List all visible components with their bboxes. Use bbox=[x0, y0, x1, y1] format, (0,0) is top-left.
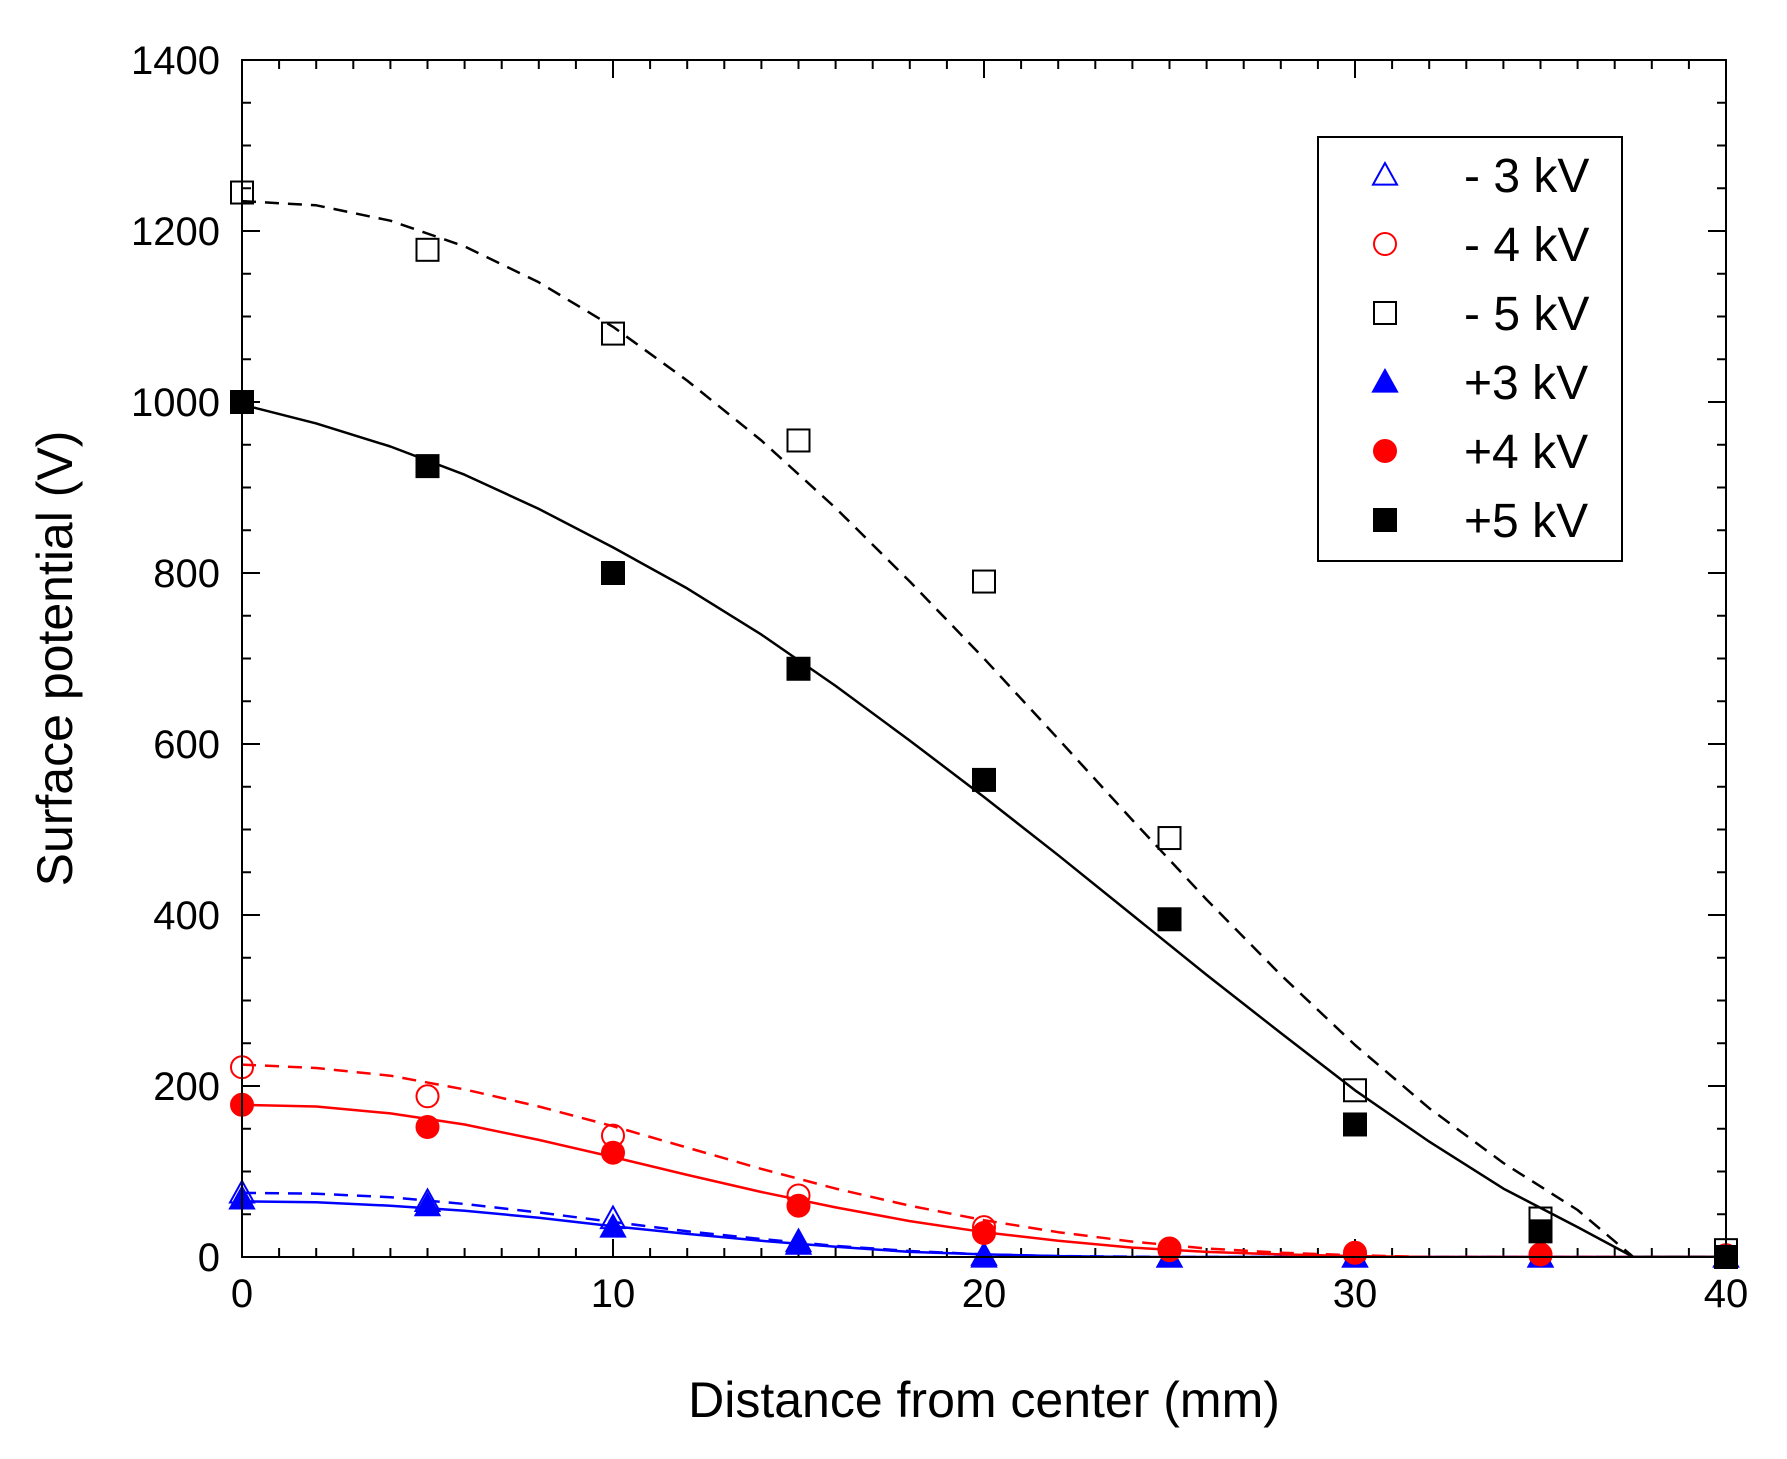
data-point-series-3 bbox=[601, 321, 625, 346]
data-point-series-4 bbox=[970, 1241, 998, 1266]
data-point-series-5 bbox=[415, 1115, 440, 1140]
y-tick-label: 1200 bbox=[131, 210, 220, 254]
data-point-series-6 bbox=[972, 767, 996, 792]
legend-label: - 5 kV bbox=[1464, 288, 1589, 341]
fit-line-series-5 bbox=[242, 1103, 1726, 1257]
data-point-series-5 bbox=[972, 1221, 996, 1246]
legend-label: - 4 kV bbox=[1464, 219, 1589, 272]
legend-marker bbox=[1373, 301, 1397, 325]
data-point-series-5 bbox=[601, 1140, 625, 1165]
x-tick-label: 20 bbox=[962, 1272, 1007, 1316]
data-point-series-3 bbox=[786, 428, 811, 453]
legend-marker bbox=[1371, 160, 1399, 186]
data-point-series-3 bbox=[1343, 1078, 1367, 1103]
y-axis-title: Surface potential (V) bbox=[27, 431, 83, 887]
y-tick-label: 200 bbox=[153, 1065, 220, 1109]
x-tick-label: 10 bbox=[591, 1272, 636, 1316]
data-point-series-4 bbox=[413, 1191, 442, 1217]
y-tick-label: 600 bbox=[153, 723, 220, 767]
legend-marker bbox=[1371, 367, 1399, 393]
legend-label: +5 kV bbox=[1464, 495, 1588, 548]
data-point-series-5 bbox=[1343, 1240, 1367, 1265]
data-point-series-6 bbox=[1528, 1219, 1553, 1244]
data-point-series-2 bbox=[415, 1084, 440, 1109]
fit-line-series-2 bbox=[242, 1063, 1726, 1257]
data-point-series-5 bbox=[1528, 1242, 1553, 1267]
fit-line-series-3 bbox=[242, 199, 1726, 1257]
data-point-series-6 bbox=[601, 561, 625, 585]
x-tick-label: 30 bbox=[1333, 1272, 1378, 1316]
x-tick-label: 40 bbox=[1704, 1272, 1749, 1316]
legend: - 3 kV - 4 kV - 5 kV +3 kV +4 kV +5 kV bbox=[1317, 136, 1623, 562]
y-tick-label: 1000 bbox=[131, 381, 220, 425]
legend-label: +4 kV bbox=[1464, 426, 1588, 479]
plot-frame bbox=[241, 59, 1727, 1258]
legend-marker bbox=[1373, 508, 1397, 532]
fit-line-series-4 bbox=[242, 1200, 1726, 1257]
legend-label: +3 kV bbox=[1464, 357, 1588, 410]
data-point-series-4 bbox=[784, 1230, 813, 1255]
x-tick-label: 0 bbox=[231, 1272, 253, 1316]
legend-label: - 3 kV bbox=[1464, 150, 1589, 203]
data-point-series-6 bbox=[415, 454, 440, 479]
y-tick-label: 400 bbox=[153, 894, 220, 938]
x-axis-title: Distance from center (mm) bbox=[688, 1372, 1280, 1428]
y-tick-label: 0 bbox=[198, 1236, 220, 1280]
x-tick-labels: 0 10 20 30 40 bbox=[231, 1272, 1748, 1316]
legend-marker bbox=[1373, 232, 1397, 256]
legend-marker bbox=[1373, 439, 1397, 463]
data-point-series-3 bbox=[415, 237, 440, 262]
data-point-series-6 bbox=[1343, 1112, 1367, 1137]
legend-box bbox=[1317, 136, 1623, 562]
fit-line-series-1 bbox=[242, 1191, 1726, 1257]
data-point-series-6 bbox=[1157, 907, 1182, 932]
fit-line-series-6 bbox=[242, 403, 1726, 1257]
data-point-series-4 bbox=[599, 1213, 627, 1238]
data-point-series-5 bbox=[1157, 1238, 1182, 1263]
y-tick-label: 1400 bbox=[131, 39, 220, 83]
data-point-series-6 bbox=[786, 656, 811, 681]
data-point-series-3 bbox=[972, 569, 996, 594]
y-tick-label: 800 bbox=[153, 552, 220, 596]
data-point-series-5 bbox=[786, 1193, 811, 1218]
fit-lines bbox=[242, 199, 1726, 1257]
y-tick-labels: 0 200 400 600 800 1000 1200 1400 bbox=[131, 39, 220, 1280]
data-point-series-3 bbox=[1157, 826, 1182, 851]
